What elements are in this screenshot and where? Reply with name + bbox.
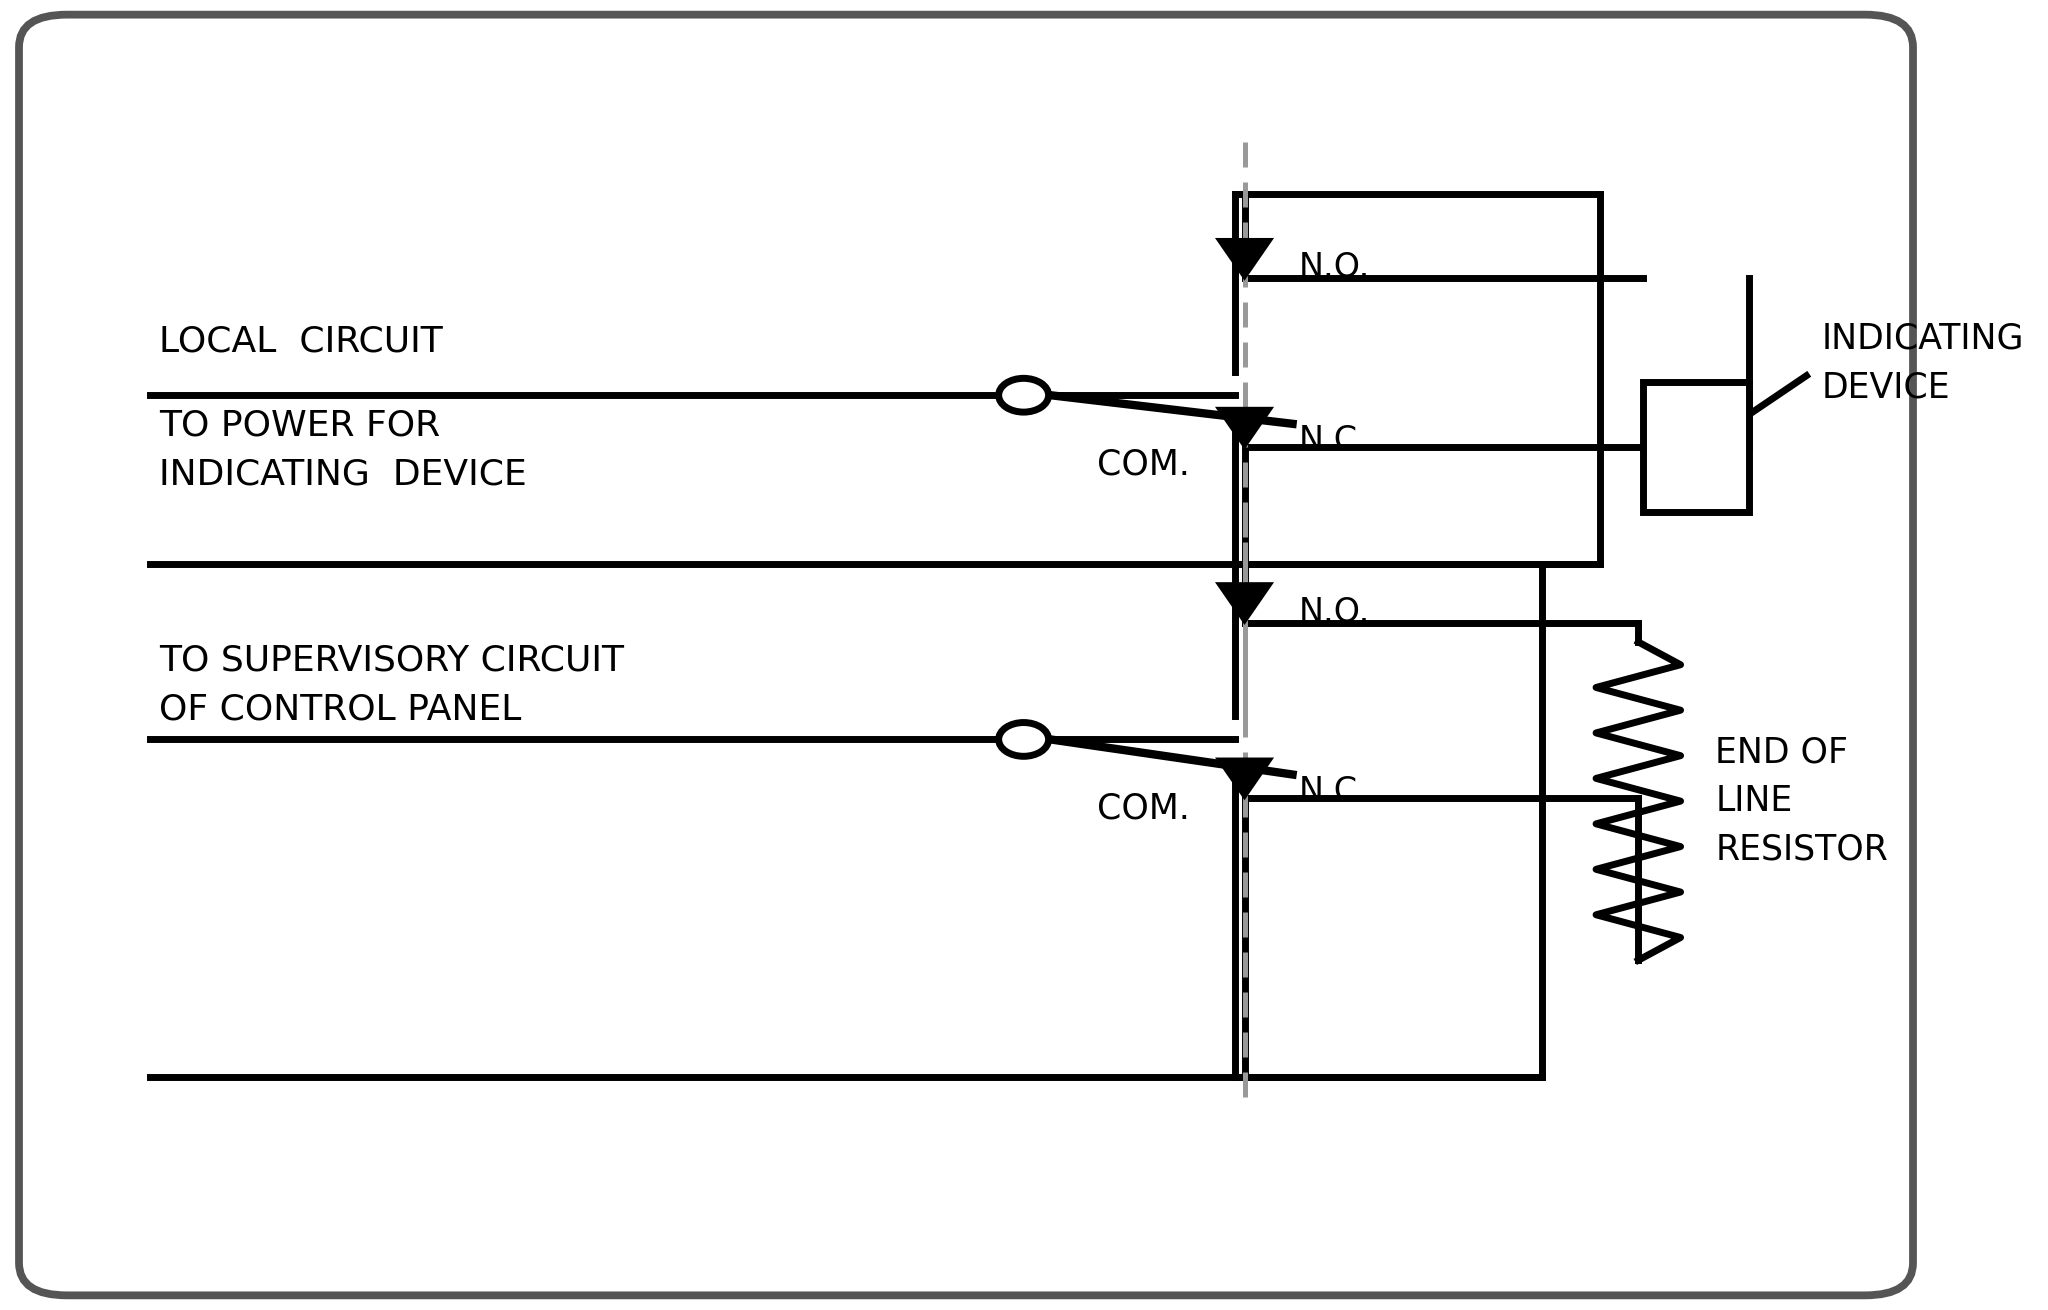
Polygon shape	[1219, 583, 1272, 622]
Text: COM.: COM.	[1096, 791, 1190, 825]
Polygon shape	[1219, 409, 1272, 447]
Text: TO POWER FOR
INDICATING  DEVICE: TO POWER FOR INDICATING DEVICE	[160, 409, 526, 491]
Text: COM.: COM.	[1096, 447, 1190, 481]
Text: N.O.: N.O.	[1298, 252, 1370, 284]
Text: TO SUPERVISORY CIRCUIT
OF CONTROL PANEL: TO SUPERVISORY CIRCUIT OF CONTROL PANEL	[160, 643, 625, 727]
Polygon shape	[1219, 758, 1272, 798]
Text: END OF
LINE
RESISTOR: END OF LINE RESISTOR	[1714, 735, 1888, 867]
FancyBboxPatch shape	[18, 14, 1913, 1296]
Circle shape	[999, 723, 1049, 756]
Text: N.O.: N.O.	[1298, 596, 1370, 629]
Bar	[1642, 383, 1749, 512]
Text: N.C.: N.C.	[1298, 424, 1368, 457]
Text: LOCAL  CIRCUIT: LOCAL CIRCUIT	[160, 325, 442, 359]
Circle shape	[999, 379, 1049, 413]
Polygon shape	[1219, 240, 1272, 278]
Text: INDICATING
DEVICE: INDICATING DEVICE	[1823, 321, 2023, 405]
Text: N.C.: N.C.	[1298, 776, 1368, 808]
